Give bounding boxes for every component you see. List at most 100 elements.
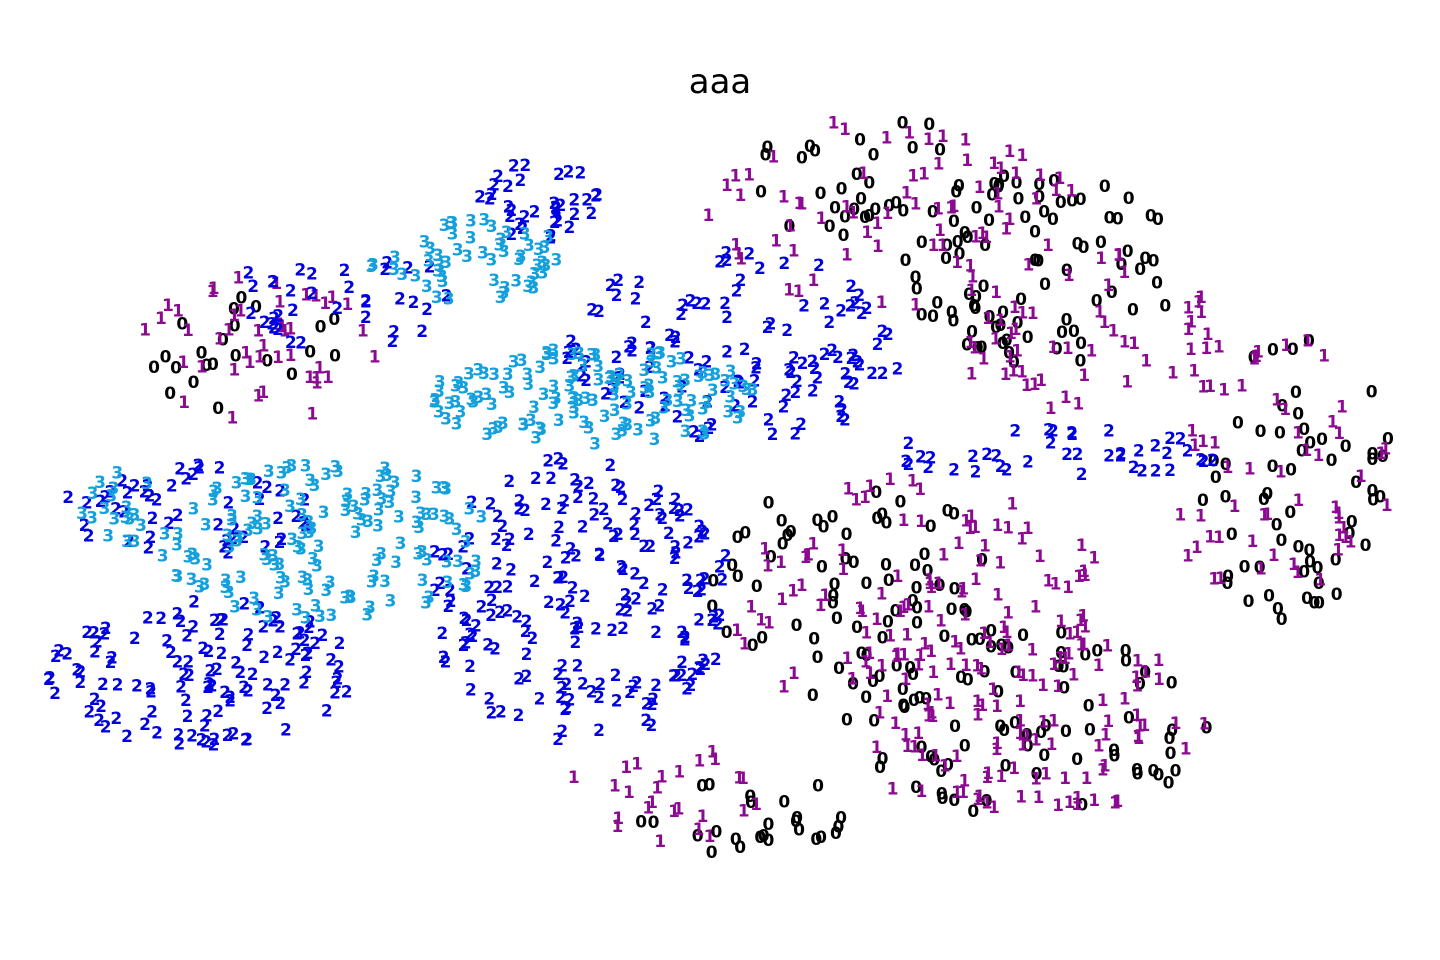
- point-label-0: 0: [984, 308, 996, 328]
- point-label-2: 2: [175, 612, 187, 632]
- point-label-0: 0: [1316, 430, 1328, 450]
- point-label-0: 0: [229, 316, 241, 336]
- point-label-2: 2: [612, 271, 624, 291]
- point-label-1: 1: [706, 743, 718, 763]
- point-label-0: 0: [1022, 328, 1034, 348]
- point-label-1: 1: [1101, 637, 1113, 657]
- point-label-2: 2: [105, 653, 117, 673]
- point-label-0: 0: [855, 190, 867, 210]
- point-label-3: 3: [395, 534, 407, 554]
- point-label-3: 3: [467, 393, 479, 413]
- point-label-1: 1: [1197, 378, 1209, 398]
- point-label-2: 2: [333, 657, 345, 677]
- point-label-1: 1: [1130, 668, 1142, 688]
- point-label-1: 1: [1300, 441, 1312, 461]
- point-label-1: 1: [992, 586, 1004, 606]
- point-label-3: 3: [599, 407, 611, 427]
- point-label-1: 1: [937, 236, 949, 256]
- point-label-1: 1: [1007, 361, 1019, 381]
- point-label-1: 1: [988, 154, 1000, 174]
- point-label-0: 0: [1303, 332, 1315, 352]
- point-label-3: 3: [235, 568, 247, 588]
- point-label-2: 2: [224, 688, 236, 708]
- point-label-2: 2: [243, 626, 255, 646]
- point-label-1: 1: [1078, 366, 1090, 386]
- point-label-3: 3: [487, 420, 499, 440]
- point-label-1: 1: [1333, 526, 1345, 546]
- point-label-2: 2: [553, 518, 565, 538]
- point-label-1: 1: [970, 228, 982, 248]
- point-label-1: 1: [923, 130, 935, 150]
- point-label-2: 2: [526, 629, 538, 649]
- point-label-2: 2: [294, 623, 306, 643]
- point-label-3: 3: [550, 389, 562, 409]
- point-label-2: 2: [853, 286, 865, 306]
- point-label-0: 0: [721, 623, 733, 643]
- point-label-0: 0: [148, 358, 160, 378]
- point-label-2: 2: [749, 371, 761, 391]
- point-label-0: 0: [1267, 340, 1279, 360]
- point-label-2: 2: [187, 465, 199, 485]
- point-label-1: 1: [788, 241, 800, 261]
- point-label-3: 3: [486, 395, 498, 415]
- point-label-0: 0: [783, 217, 795, 237]
- point-label-2: 2: [1022, 452, 1034, 472]
- point-label-1: 1: [1022, 255, 1034, 275]
- point-label-0: 0: [962, 670, 974, 690]
- point-label-1: 1: [991, 697, 1003, 717]
- point-label-2: 2: [735, 271, 747, 291]
- point-label-2: 2: [228, 519, 240, 539]
- point-label-2: 2: [445, 592, 457, 612]
- point-label-3: 3: [458, 576, 470, 596]
- point-label-0: 0: [782, 526, 794, 546]
- point-label-1: 1: [1004, 347, 1016, 367]
- point-label-1: 1: [730, 235, 742, 255]
- point-label-3: 3: [389, 473, 401, 493]
- point-label-2: 2: [104, 483, 116, 503]
- point-label-1: 1: [1088, 791, 1100, 811]
- point-label-0: 0: [942, 755, 954, 775]
- point-label-1: 1: [1005, 324, 1017, 344]
- point-label-1: 1: [1153, 651, 1165, 671]
- point-label-2: 2: [706, 611, 718, 631]
- point-label-1: 1: [326, 288, 338, 308]
- point-label-1: 1: [995, 159, 1007, 179]
- point-label-2: 2: [183, 666, 195, 686]
- point-label-1: 1: [1188, 362, 1200, 382]
- point-label-0: 0: [732, 567, 744, 587]
- point-label-3: 3: [443, 289, 455, 309]
- point-label-3: 3: [286, 457, 298, 477]
- point-label-0: 0: [1263, 587, 1275, 607]
- point-label-1: 1: [982, 309, 994, 329]
- point-label-1: 1: [319, 294, 331, 314]
- point-label-2: 2: [564, 592, 576, 612]
- point-label-3: 3: [528, 278, 540, 298]
- point-label-3: 3: [423, 588, 435, 608]
- point-label-3: 3: [645, 352, 657, 372]
- point-label-2: 2: [556, 499, 568, 519]
- point-label-3: 3: [124, 510, 136, 530]
- point-label-0: 0: [704, 776, 716, 796]
- point-label-1: 1: [915, 782, 927, 802]
- point-label-2: 2: [765, 315, 777, 335]
- point-label-3: 3: [292, 538, 304, 558]
- point-label-3: 3: [340, 492, 352, 512]
- point-label-3: 3: [410, 488, 422, 508]
- point-label-2: 2: [505, 201, 517, 221]
- point-label-2: 2: [272, 307, 284, 327]
- point-label-2: 2: [339, 261, 351, 281]
- point-label-1: 1: [881, 204, 893, 224]
- point-label-1: 1: [955, 640, 967, 660]
- point-label-1: 1: [884, 627, 896, 647]
- point-label-2: 2: [214, 458, 226, 478]
- point-label-2: 2: [866, 364, 878, 384]
- point-label-2: 2: [89, 642, 101, 662]
- point-label-2: 2: [83, 703, 95, 723]
- point-label-3: 3: [342, 485, 354, 505]
- point-label-3: 3: [286, 530, 298, 550]
- point-label-2: 2: [301, 663, 313, 683]
- point-label-2: 2: [95, 492, 107, 512]
- point-label-3: 3: [419, 233, 431, 253]
- point-label-2: 2: [514, 492, 526, 512]
- point-label-2: 2: [502, 177, 514, 197]
